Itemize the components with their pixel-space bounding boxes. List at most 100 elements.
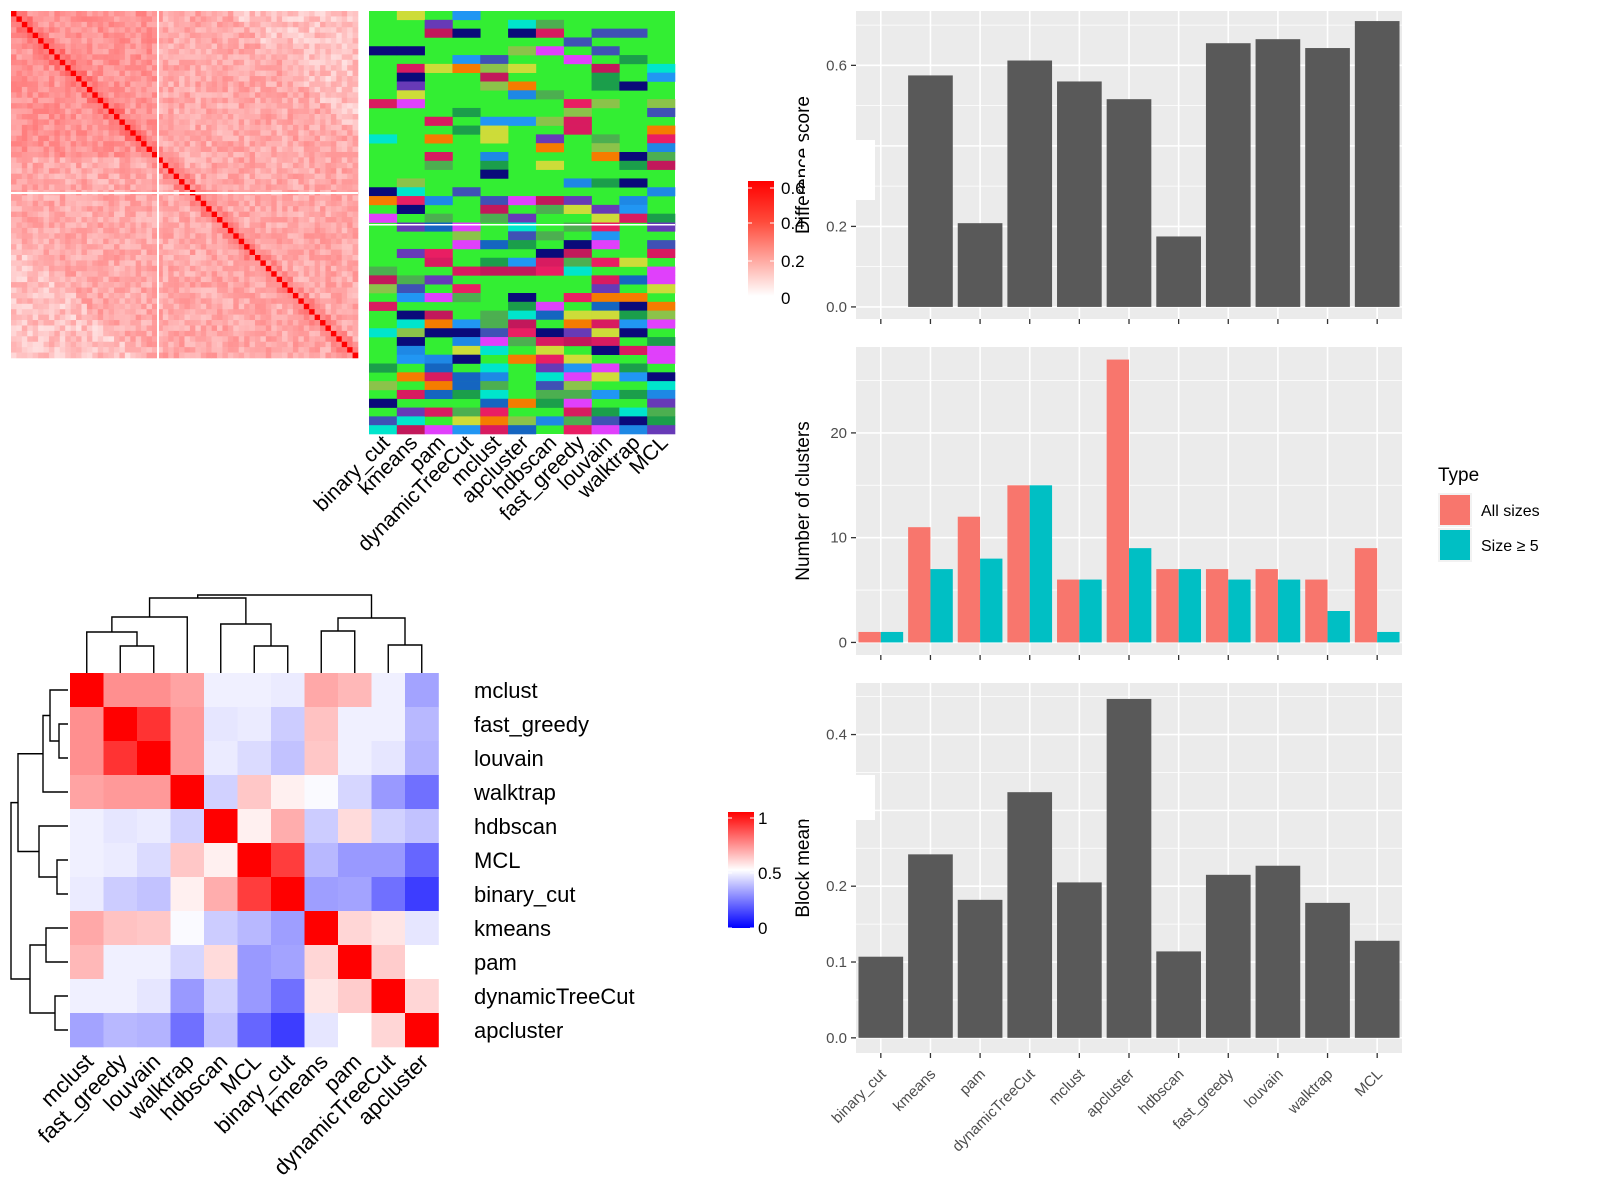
x-tick-label: louvain xyxy=(1241,1066,1287,1112)
concordance-row-label: binary_cut xyxy=(474,882,576,907)
x-tick-label: walktrap xyxy=(1284,1066,1336,1118)
concordance-cell xyxy=(371,741,406,776)
concordance-cell xyxy=(70,673,104,708)
concordance-cell xyxy=(405,945,439,980)
concordance-cell xyxy=(137,877,171,912)
concordance-row-label: mclust xyxy=(474,678,538,703)
x-tick-label: mclust xyxy=(1046,1065,1089,1108)
similarity-legend: 0.6 0.4 0.2 0 xyxy=(748,179,805,308)
concordance-cell xyxy=(204,741,238,776)
concordance-cell xyxy=(170,707,205,742)
concordance-row-label: louvain xyxy=(474,746,544,771)
concordance-cell xyxy=(338,877,372,912)
concordance-cell xyxy=(338,673,372,708)
concordance-cell xyxy=(137,911,171,946)
concordance-dendrograms xyxy=(10,594,423,1031)
concordance-cell xyxy=(237,673,272,708)
bar xyxy=(1007,792,1053,1038)
concordance-cell xyxy=(170,741,205,776)
x-tick-label: apcluster xyxy=(1083,1066,1138,1121)
concordance-cell xyxy=(304,843,339,878)
concordance-cell xyxy=(271,877,305,912)
x-tick-label: binary_cut xyxy=(829,1065,891,1127)
bar xyxy=(1255,39,1301,307)
concordance-cell xyxy=(271,673,305,708)
concordance-cell xyxy=(405,877,439,912)
concordance-cell xyxy=(70,911,104,946)
concordance-legend-tick: 1 xyxy=(758,809,767,828)
bar xyxy=(1305,48,1350,307)
bar xyxy=(1277,579,1301,643)
concordance-cell xyxy=(271,707,305,742)
concordance-row-label: dynamicTreeCut xyxy=(474,984,635,1009)
concordance-cell xyxy=(405,809,439,844)
y-tick-label: 0.0 xyxy=(826,299,847,316)
concordance-cell xyxy=(204,979,238,1014)
concordance-cell xyxy=(237,775,272,810)
y-tick-label: 0.6 xyxy=(826,57,847,74)
concordance-cell xyxy=(103,843,138,878)
concordance-cell xyxy=(371,775,406,810)
concordance-row-label: MCL xyxy=(474,848,520,873)
x-tick-label: kmeans xyxy=(890,1066,939,1115)
bar xyxy=(1354,940,1400,1038)
concordance-row-label: fast_greedy xyxy=(474,712,589,737)
concordance-cell xyxy=(371,979,406,1014)
y-tick-label: 0.4 xyxy=(826,727,847,744)
concordance-cell xyxy=(237,1013,272,1048)
annotation-column-labels: binary_cutkmeanspamdynamicTreeCutmclusta… xyxy=(310,431,673,556)
bar xyxy=(1156,236,1201,307)
bar xyxy=(1057,882,1102,1038)
concordance-cell xyxy=(405,707,439,742)
y-tick-label: 10 xyxy=(830,530,847,547)
bar xyxy=(880,631,904,643)
bar xyxy=(1255,569,1278,643)
concordance-cell xyxy=(271,979,305,1014)
concordance-cell xyxy=(338,979,372,1014)
bar xyxy=(1106,359,1129,643)
bar xyxy=(1057,81,1102,307)
similarity-legend-tick: 0.2 xyxy=(781,252,805,271)
concordance-cell xyxy=(103,673,138,708)
concordance-row-label: pam xyxy=(474,950,517,975)
concordance-cell xyxy=(103,775,138,810)
similarity-legend-tick: 0 xyxy=(781,289,790,308)
bar xyxy=(1106,698,1152,1038)
concordance-cell xyxy=(405,843,439,878)
concordance-cell xyxy=(405,741,439,776)
concordance-cell xyxy=(204,945,238,980)
concordance-cell xyxy=(338,911,372,946)
y-axis-title: Number of clusters xyxy=(793,421,814,580)
bar xyxy=(1007,60,1053,307)
y-axis-title: Block mean xyxy=(793,818,814,917)
bar xyxy=(1327,611,1350,643)
concordance-cell xyxy=(170,673,205,708)
concordance-cell xyxy=(204,911,238,946)
concordance-cell xyxy=(137,775,171,810)
concordance-cell xyxy=(103,809,138,844)
concordance-row-label: walktrap xyxy=(473,780,556,805)
concordance-cell xyxy=(103,979,138,1014)
concordance-cell xyxy=(371,809,406,844)
similarity-legend-tick: 0.6 xyxy=(781,179,805,198)
concordance-cell xyxy=(70,809,104,844)
concordance-row-label: apcluster xyxy=(474,1018,563,1043)
concordance-cell xyxy=(271,945,305,980)
concordance-cell xyxy=(137,979,171,1014)
concordance-cell xyxy=(103,877,138,912)
concordance-cell xyxy=(271,775,305,810)
concordance-cell xyxy=(70,979,104,1014)
concordance-cell xyxy=(137,945,171,980)
concordance-cell xyxy=(103,911,138,946)
concordance-cell xyxy=(304,809,339,844)
concordance-cell xyxy=(137,1013,171,1048)
concordance-row-label: kmeans xyxy=(474,916,551,941)
concordance-cell xyxy=(304,979,339,1014)
concordance-cell xyxy=(405,775,439,810)
concordance-cell xyxy=(70,741,104,776)
bar xyxy=(1029,485,1053,643)
concordance-cell xyxy=(103,741,138,776)
